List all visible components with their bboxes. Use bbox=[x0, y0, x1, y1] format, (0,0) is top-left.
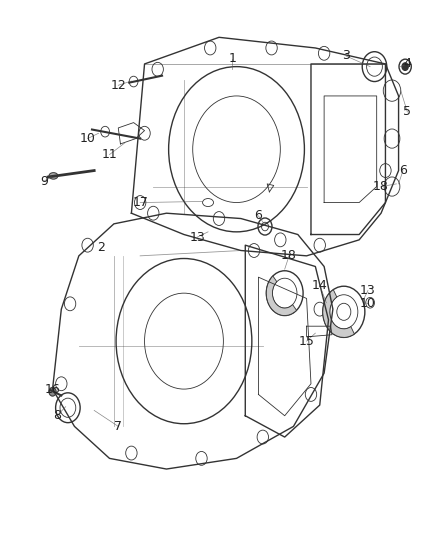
Text: 2: 2 bbox=[97, 241, 105, 254]
Text: 16: 16 bbox=[45, 383, 60, 395]
Text: 12: 12 bbox=[110, 79, 126, 92]
Text: 13: 13 bbox=[189, 231, 205, 244]
Text: 1: 1 bbox=[228, 52, 236, 65]
Text: 8: 8 bbox=[53, 409, 61, 422]
Text: 13: 13 bbox=[360, 284, 376, 297]
Text: 14: 14 bbox=[312, 279, 328, 292]
Text: 6: 6 bbox=[399, 164, 407, 177]
Text: 5: 5 bbox=[403, 106, 411, 118]
Text: 6: 6 bbox=[254, 209, 262, 222]
Text: 3: 3 bbox=[342, 50, 350, 62]
Text: 7: 7 bbox=[114, 420, 122, 433]
Text: 11: 11 bbox=[102, 148, 117, 161]
Text: 10: 10 bbox=[360, 297, 376, 310]
Circle shape bbox=[402, 63, 408, 70]
Ellipse shape bbox=[49, 173, 58, 179]
Text: 10: 10 bbox=[80, 132, 95, 145]
Text: 17: 17 bbox=[132, 196, 148, 209]
Circle shape bbox=[49, 387, 56, 396]
Text: 15: 15 bbox=[299, 335, 314, 348]
Text: 18: 18 bbox=[373, 180, 389, 193]
Wedge shape bbox=[323, 289, 354, 337]
Text: 18: 18 bbox=[281, 249, 297, 262]
Text: 4: 4 bbox=[403, 58, 411, 70]
Text: 9: 9 bbox=[40, 175, 48, 188]
Wedge shape bbox=[266, 276, 297, 316]
